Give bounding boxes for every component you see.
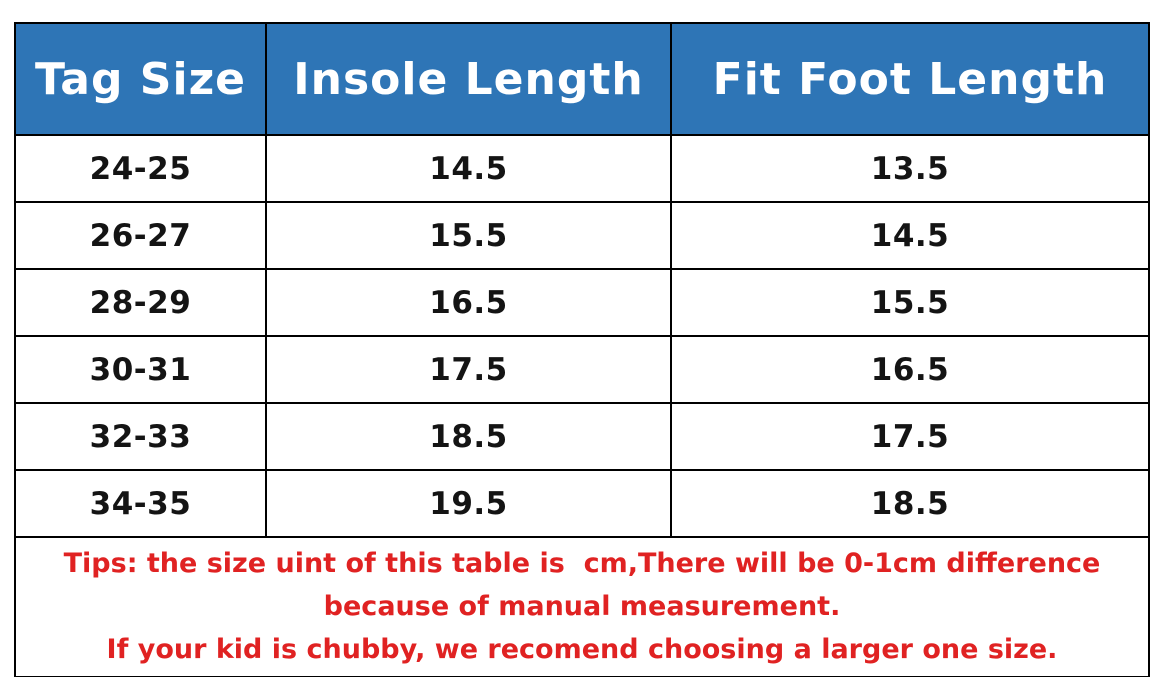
table-cell-fit-foot-length: 17.5 — [670, 402, 1150, 471]
table-row: 24-25 14.5 13.5 — [14, 134, 1150, 203]
table-cell-insole-length: 17.5 — [265, 335, 672, 404]
tips-line-1: Tips: the size uint of this table is cm,… — [63, 548, 1110, 623]
table-cell-insole-length: 19.5 — [265, 469, 672, 538]
table-cell-tag-size: 32-33 — [14, 402, 267, 471]
tips-line-2: If your kid is chubby, we recomend choos… — [106, 634, 1058, 666]
table-row: 26-27 15.5 14.5 — [14, 201, 1150, 270]
table-cell-insole-length: 16.5 — [265, 268, 672, 337]
column-header-fit-foot-length: Fit Foot Length — [670, 22, 1150, 136]
table-cell-fit-foot-length: 18.5 — [670, 469, 1150, 538]
table-cell-insole-length: 15.5 — [265, 201, 672, 270]
table-row: 28-29 16.5 15.5 — [14, 268, 1150, 337]
table-row: 32-33 18.5 17.5 — [14, 402, 1150, 471]
table-cell-fit-foot-length: 14.5 — [670, 201, 1150, 270]
table-header-row: Tag Size Insole Length Fit Foot Length — [14, 22, 1150, 136]
table-row: 34-35 19.5 18.5 — [14, 469, 1150, 538]
table-cell-insole-length: 18.5 — [265, 402, 672, 471]
table-cell-insole-length: 14.5 — [265, 134, 672, 203]
tips-row: Tips: the size uint of this table is cm,… — [14, 536, 1150, 677]
table-row: 30-31 17.5 16.5 — [14, 335, 1150, 404]
table-cell-tag-size: 26-27 — [14, 201, 267, 270]
table-cell-fit-foot-length: 15.5 — [670, 268, 1150, 337]
size-chart-table: Tag Size Insole Length Fit Foot Length 2… — [14, 22, 1150, 677]
table-cell-tag-size: 28-29 — [14, 268, 267, 337]
tips-cell: Tips: the size uint of this table is cm,… — [14, 536, 1150, 677]
table-cell-tag-size: 24-25 — [14, 134, 267, 203]
table-cell-tag-size: 30-31 — [14, 335, 267, 404]
table-cell-tag-size: 34-35 — [14, 469, 267, 538]
table-cell-fit-foot-length: 16.5 — [670, 335, 1150, 404]
table-cell-fit-foot-length: 13.5 — [670, 134, 1150, 203]
column-header-tag-size: Tag Size — [14, 22, 267, 136]
column-header-insole-length: Insole Length — [265, 22, 672, 136]
